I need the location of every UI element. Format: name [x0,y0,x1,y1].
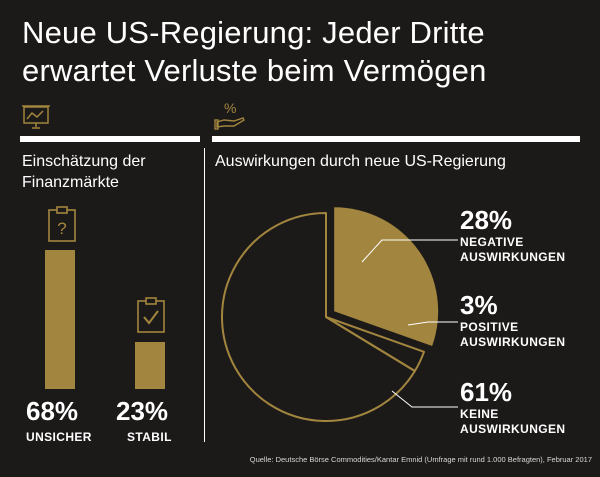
bar-unsicher [45,249,75,389]
legend-positive-pct: 3% [460,290,498,320]
percent-hand-icon: % [214,100,248,132]
bar-value-label-unsicher: 68% [26,396,79,426]
title-line-1: Neue US-Regierung: Jeder Dritte [22,15,485,50]
legend-keine: 61% KEINE AUSWIRKUNGEN [460,377,565,437]
clipboard-question-icon: ? [46,205,78,243]
legend-positive-line1: POSITIVE [460,320,519,334]
bar-stabil [135,341,165,389]
legend-positive: 3% POSITIVE AUSWIRKUNGEN [460,290,565,350]
right-section-title: Auswirkungen durch neue US-Regierung [215,153,506,170]
bar-value-label-stabil: 23% [116,396,169,426]
bar-category-label-stabil: STABIL [127,430,172,444]
pie-slice-positive-leader-line [407,321,458,326]
title-line-2: erwartet Verluste beim Vermögen [22,53,487,88]
chart-board-icon [20,104,52,130]
pie-slice-keine [221,212,416,422]
pie-slice-negative-leader-line [361,239,458,263]
legend-keine-line1: KEINE [460,407,499,421]
right-section-rule [212,136,580,142]
left-section-title: Einschätzung der Finanzmärkte [22,151,200,193]
pie-slice-negative [334,207,439,347]
legend-positive-line2: AUSWIRKUNGEN [460,335,566,349]
pie-slice-keine-leader-line [391,390,458,408]
legend-negative-line2: AUSWIRKUNGEN [460,250,566,264]
legend-keine-pct: 61% [460,377,513,407]
source-note: Quelle: Deutsche Börse Commodities/Kanta… [249,455,592,464]
left-section-rule [20,136,200,142]
clipboard-check-icon [135,296,167,334]
legend-negative-line1: NEGATIVE [460,235,524,249]
page-title: Neue US-Regierung: Jeder Dritte erwartet… [22,14,582,90]
bar-category-label-unsicher: UNSICHER [26,430,92,444]
left-title-line-2: Finanzmärkte [22,174,119,191]
legend-keine-line2: AUSWIRKUNGEN [460,422,566,436]
svg-text:%: % [224,100,236,116]
legend-negative-pct: 28% [460,205,513,235]
left-title-line-1: Einschätzung der [22,153,146,170]
svg-text:?: ? [57,219,66,238]
legend-negative: 28% NEGATIVE AUSWIRKUNGEN [460,205,565,265]
section-divider [204,148,205,442]
